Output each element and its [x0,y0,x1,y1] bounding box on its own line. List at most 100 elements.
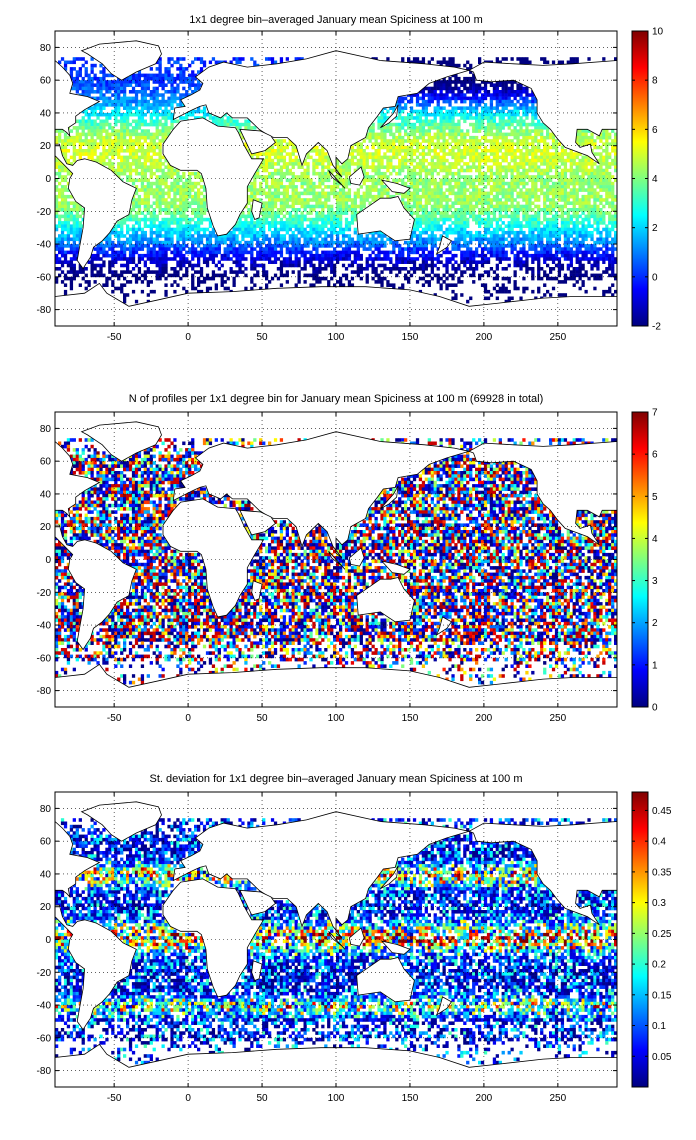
heatmap-cell [570,201,573,205]
heatmap-cell [472,146,475,150]
heatmap-cell [327,234,330,238]
heatmap-cell [360,205,363,209]
heatmap-cell [221,120,224,124]
heatmap-cell [599,215,602,219]
heatmap-cell [277,146,280,150]
heatmap-cell [493,136,496,140]
heatmap-cell [120,83,123,87]
heatmap-cell [61,188,64,192]
heatmap-cell [91,87,94,91]
heatmap-cell [105,123,108,127]
heatmap-cell [499,113,502,117]
heatmap-cell [437,83,440,87]
heatmap-cell [99,139,102,143]
heatmap-cell [369,136,372,140]
heatmap-cell [330,221,333,225]
heatmap-cell [496,123,499,127]
heatmap-cell [546,136,549,140]
heatmap-cell [546,165,549,169]
heatmap-cell [475,129,478,133]
heatmap-cell [73,149,76,153]
heatmap-cell [354,205,357,209]
heatmap-cell [466,80,469,84]
heatmap-cell [173,100,176,104]
heatmap-cell [570,221,573,225]
heatmap-cell [599,162,602,166]
heatmap-cell [144,231,147,235]
heatmap-cell [377,126,380,130]
heatmap-cell [277,169,280,173]
heatmap-cell [508,192,511,196]
heatmap-cell [164,172,167,176]
heatmap-cell [590,169,593,173]
heatmap-cell [546,185,549,189]
heatmap-cell [58,221,61,225]
heatmap-cell [96,90,99,94]
heatmap-cell [514,169,517,173]
heatmap-cell [602,185,605,189]
heatmap-cell [543,231,546,235]
heatmap-cell [445,100,448,104]
heatmap-cell [268,188,271,192]
heatmap-cell [144,205,147,209]
heatmap-cell [398,116,401,120]
heatmap-cell [466,224,469,228]
heatmap-cell [250,228,253,232]
heatmap-cell [528,201,531,205]
heatmap-cell [522,172,525,176]
heatmap-cell [478,218,481,222]
heatmap-cell [425,192,428,196]
heatmap-cell [94,133,97,137]
heatmap-cell [395,129,398,133]
heatmap-cell [102,103,105,107]
heatmap-cell [73,126,76,130]
heatmap-cell [428,169,431,173]
heatmap-cell [363,159,366,163]
heatmap-cell [611,221,614,225]
heatmap-cell [120,113,123,117]
heatmap-cell [422,152,425,156]
heatmap-cell [434,185,437,189]
heatmap-cell [354,156,357,160]
heatmap-cell [298,192,301,196]
heatmap-cell [605,211,608,215]
heatmap-cell [191,113,194,117]
heatmap-cell [445,61,448,65]
heatmap-cell [76,136,79,140]
heatmap-cell [593,208,596,212]
heatmap-cell [490,113,493,117]
heatmap-cell [443,195,446,199]
heatmap-cell [537,165,540,169]
heatmap-cell [605,136,608,140]
heatmap-cell [144,185,147,189]
heatmap-cell [443,221,446,225]
heatmap-cell [537,179,540,183]
heatmap-cell [304,218,307,222]
heatmap-cell [318,156,321,160]
heatmap-cell [496,110,499,114]
heatmap-cell [434,205,437,209]
heatmap-cell [306,165,309,169]
heatmap-cell [511,165,514,169]
heatmap-cell [167,218,170,222]
heatmap-cell [247,188,250,192]
heatmap-cell [460,224,463,228]
heatmap-cell [357,195,360,199]
heatmap-cell [82,90,85,94]
heatmap-cell [336,215,339,219]
heatmap-cell [422,100,425,104]
heatmap-cell [138,139,141,143]
heatmap-cell [144,133,147,137]
heatmap-cell [76,74,79,78]
heatmap-cell [587,172,590,176]
heatmap-cell [448,215,451,219]
heatmap-cell [481,136,484,140]
heatmap-cell [528,218,531,222]
heatmap-cell [126,231,129,235]
heatmap-cell [445,195,448,199]
heatmap-cell [576,228,579,232]
heatmap-cell [315,146,318,150]
heatmap-cell [309,182,312,186]
heatmap-cell [528,152,531,156]
heatmap-cell [247,215,250,219]
